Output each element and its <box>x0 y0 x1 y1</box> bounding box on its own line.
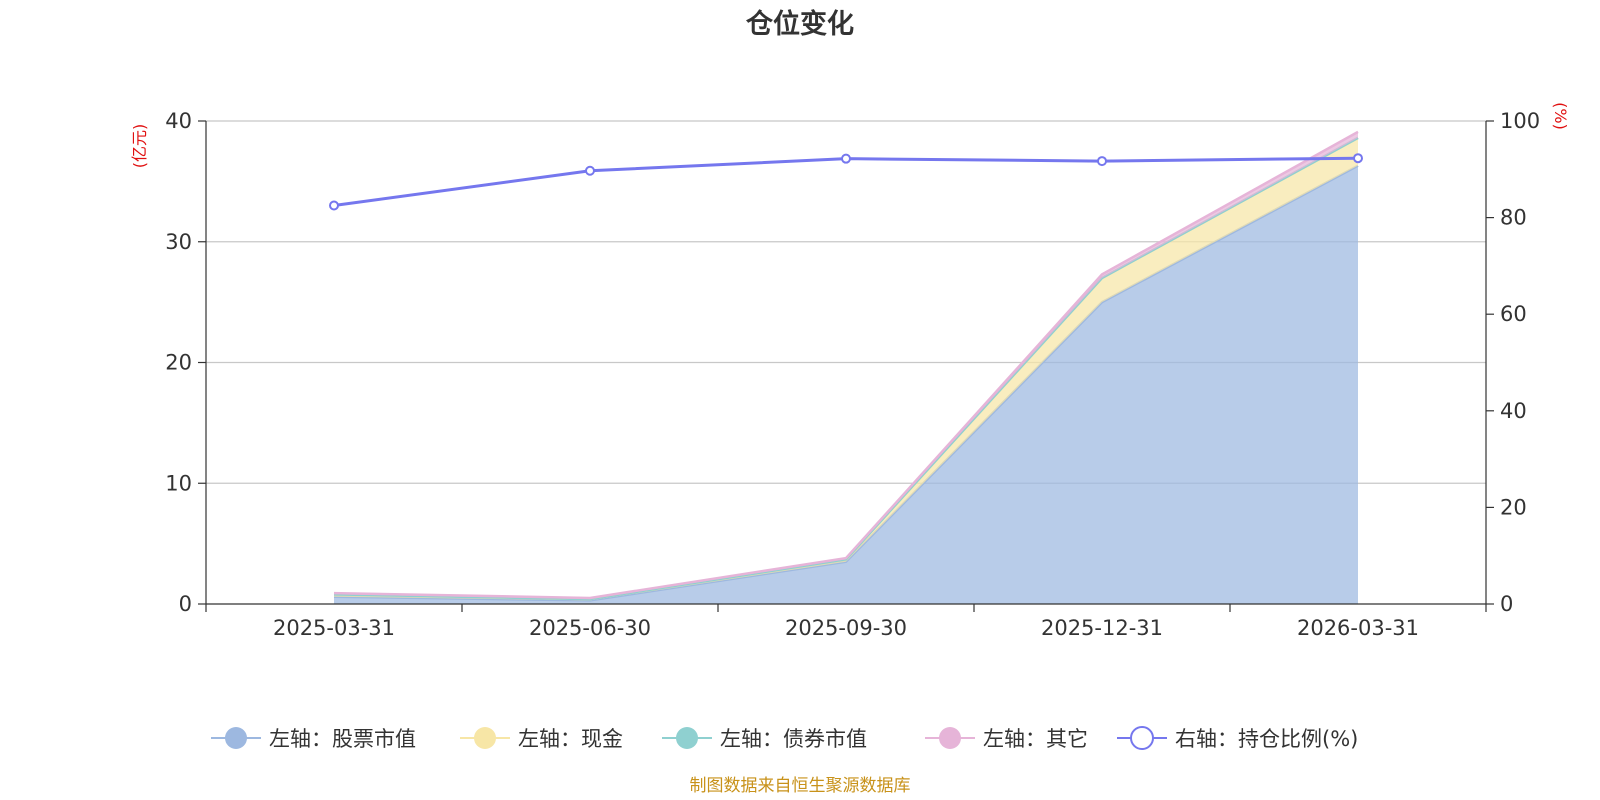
x-tick-label: 2025-03-31 <box>273 616 395 640</box>
axes: 0 10 20 30 40 0 20 40 60 80 100 2025-03-31 2025-06-3… <box>165 109 1540 640</box>
stacked-areas <box>333 130 1359 605</box>
left-tick-label: 40 <box>165 109 192 133</box>
left-tick-label: 30 <box>165 230 192 254</box>
right-tick-label: 100 <box>1500 109 1540 133</box>
right-tick-label: 40 <box>1500 399 1527 423</box>
x-tick-label: 2025-12-31 <box>1041 616 1163 640</box>
legend-marker <box>225 727 247 749</box>
legend-marker <box>1130 726 1154 750</box>
x-tick-label: 2026-03-31 <box>1297 616 1419 640</box>
legend-marker <box>939 727 961 749</box>
legend-item[interactable]: 左轴：股票市值 <box>211 727 416 751</box>
legend-item[interactable]: 右轴：持仓比例(%) <box>1117 726 1358 751</box>
legend-marker <box>676 727 698 749</box>
x-tick-label: 2025-06-30 <box>529 616 651 640</box>
left-axis-unit: (亿元) <box>130 124 149 169</box>
legend-label: 右轴：持仓比例(%) <box>1175 727 1358 751</box>
chart-title: 仓位变化 <box>745 8 854 40</box>
right-tick-label: 20 <box>1500 495 1527 519</box>
legend-label: 左轴：债券市值 <box>720 727 867 751</box>
area-series-edge <box>333 130 1359 600</box>
x-tick-label: 2025-09-30 <box>785 616 907 640</box>
legend-item[interactable]: 左轴：现金 <box>460 727 623 751</box>
left-tick-label: 0 <box>179 592 192 616</box>
right-tick-label: 80 <box>1500 206 1527 230</box>
legend[interactable]: 左轴：股票市值 左轴：现金 左轴：债券市值 左轴：其它 右轴：持仓比例(%) <box>211 726 1358 751</box>
ratio-point <box>585 165 595 176</box>
right-tick-label: 60 <box>1500 302 1527 326</box>
legend-label: 左轴：其它 <box>983 727 1088 751</box>
legend-marker <box>474 727 496 749</box>
legend-label: 左轴：股票市值 <box>269 727 416 751</box>
legend-item[interactable]: 左轴：其它 <box>925 727 1088 751</box>
ratio-line <box>329 153 1363 211</box>
left-tick-label: 10 <box>165 471 192 495</box>
ratio-point <box>841 153 851 164</box>
area-series <box>334 165 1358 605</box>
ratio-line-path <box>333 156 1359 208</box>
data-source-note: 制图数据来自恒生聚源数据库 <box>690 776 911 796</box>
right-tick-label: 0 <box>1500 592 1513 616</box>
legend-label: 左轴：现金 <box>518 727 623 751</box>
ratio-point <box>1353 153 1363 164</box>
left-tick-label: 20 <box>165 351 192 375</box>
ratio-point <box>1097 156 1107 167</box>
legend-item[interactable]: 左轴：债券市值 <box>662 727 867 751</box>
ratio-point <box>329 200 339 211</box>
right-axis-unit: (%) <box>1551 102 1570 130</box>
